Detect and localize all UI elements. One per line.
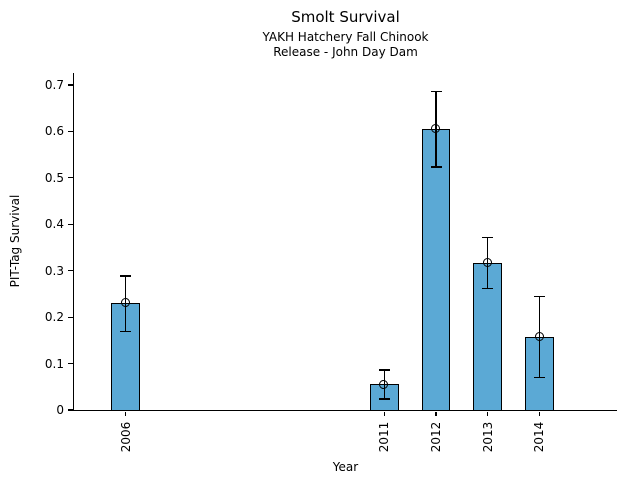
x-tick-mark: [125, 411, 127, 416]
error-bar-cap-bottom: [120, 330, 132, 333]
x-tick-mark: [383, 411, 385, 416]
y-tick-label: 0.7: [44, 78, 64, 93]
data-point-marker: [534, 332, 544, 342]
y-tick-label: 0.4: [44, 217, 64, 232]
x-tick-label: 2012: [429, 421, 443, 453]
x-tick-label: 2006: [118, 421, 133, 453]
y-tick-mark: [68, 177, 73, 179]
error-bar-cap-bottom: [533, 376, 545, 379]
y-tick-mark: [68, 223, 73, 225]
bar: [421, 129, 451, 411]
error-bar-cap-top: [533, 295, 545, 298]
error-bar-cap-top: [482, 236, 494, 239]
chart-subtitle-line-1: YAKH Hatchery Fall Chinook: [262, 30, 429, 44]
error-bar-cap-bottom: [378, 398, 390, 400]
error-bar-cap-top: [378, 369, 390, 371]
y-tick-mark: [68, 409, 73, 411]
x-axis-spine: [73, 410, 617, 412]
error-bar-cap-top: [430, 90, 442, 93]
y-tick-label: 0: [56, 403, 64, 417]
data-point-marker: [431, 124, 441, 134]
data-point-marker: [482, 258, 492, 268]
y-tick-mark: [68, 362, 73, 365]
data-point-marker: [379, 379, 389, 389]
y-tick-mark: [68, 270, 73, 272]
error-bar-cap-top: [120, 275, 132, 277]
x-tick-mark: [435, 411, 437, 416]
data-point-marker: [120, 298, 130, 308]
error-bar-cap-bottom: [482, 287, 494, 290]
y-axis-label: PIT-Tag Survival: [8, 194, 22, 288]
y-tick-label: 0.1: [44, 356, 64, 371]
x-tick-mark: [538, 411, 541, 416]
y-axis-spine: [73, 73, 75, 411]
x-tick-label: 2011: [377, 421, 392, 453]
y-tick-mark: [68, 130, 73, 133]
error-bar-cap-bottom: [430, 166, 442, 168]
chart-subtitle-line-2: Release - John Day Dam: [273, 45, 418, 59]
x-tick-label: 2013: [480, 421, 495, 453]
x-tick-label: 2014: [532, 421, 547, 453]
x-axis-label: Year: [332, 460, 359, 474]
y-tick-mark: [68, 316, 73, 318]
y-tick-label: 0.6: [44, 124, 64, 139]
x-tick-mark: [487, 411, 489, 416]
y-tick-label: 0.2: [44, 310, 64, 325]
y-tick-label: 0.3: [44, 263, 64, 278]
y-tick-mark: [68, 84, 73, 86]
chart-title: Smolt Survival: [291, 8, 400, 26]
y-tick-label: 0.5: [44, 170, 64, 185]
